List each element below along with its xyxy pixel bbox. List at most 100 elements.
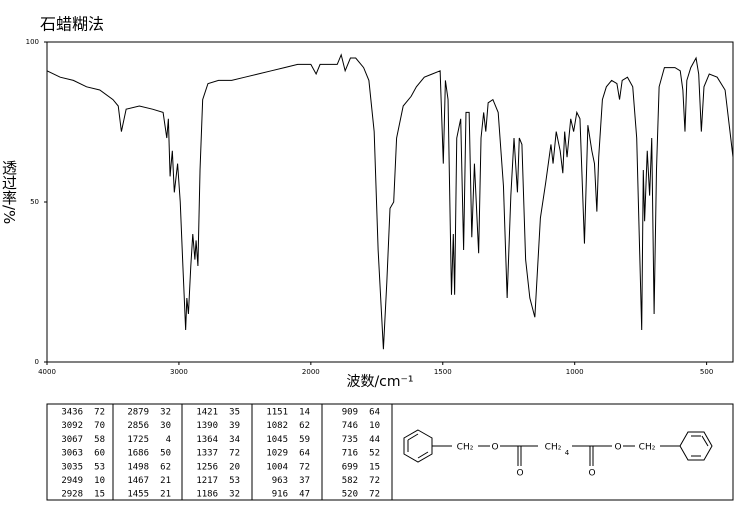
peak-transmittance: 39 [229, 421, 240, 431]
peak-transmittance: 72 [299, 462, 310, 472]
peak-wavenumber: 1421 [196, 408, 218, 418]
peak-wavenumber: 716 [342, 449, 358, 459]
bond [407, 433, 419, 441]
y-tick-label: 100 [26, 38, 39, 46]
y-tick-label: 0 [35, 358, 39, 366]
peak-transmittance: 15 [94, 490, 105, 500]
peak-wavenumber: 2928 [61, 490, 83, 500]
peak-wavenumber: 1337 [196, 449, 218, 459]
peak-transmittance: 15 [369, 462, 380, 472]
peak-wavenumber: 916 [272, 490, 288, 500]
x-tick-label: 2000 [302, 368, 320, 376]
peak-transmittance: 70 [94, 421, 105, 431]
peak-wavenumber: 746 [342, 421, 358, 431]
peak-wavenumber: 1390 [196, 421, 218, 431]
peak-wavenumber: 3063 [61, 449, 83, 459]
structure-label: CH₂ [457, 443, 474, 453]
x-tick-label: 1500 [434, 368, 452, 376]
benzene-ring [403, 429, 433, 463]
y-tick-label: 50 [30, 198, 39, 206]
peak-wavenumber: 1151 [266, 408, 288, 418]
bond [417, 451, 429, 459]
peak-wavenumber: 1029 [266, 449, 288, 459]
structure-label: O [614, 443, 621, 453]
structure-label: O [588, 469, 595, 479]
peak-wavenumber: 1498 [127, 462, 149, 472]
spectrum-line [46, 53, 734, 350]
peak-wavenumber: 909 [342, 408, 358, 418]
structure [403, 429, 713, 466]
peak-transmittance: 72 [94, 408, 105, 418]
peak-transmittance: 21 [160, 490, 171, 500]
peak-transmittance: 72 [229, 449, 240, 459]
x-axis-label: 波数/cm⁻¹ [346, 374, 413, 390]
peak-transmittance: 44 [369, 435, 380, 445]
x-tick-label: 4000 [38, 368, 56, 376]
peak-wavenumber: 1004 [266, 462, 288, 472]
peak-wavenumber: 3436 [61, 408, 83, 418]
structure-label: CH₂ [639, 443, 656, 453]
peak-transmittance: 72 [369, 490, 380, 500]
chart-title: 石蜡糊法 [40, 15, 104, 34]
peak-wavenumber: 963 [272, 476, 288, 486]
peak-wavenumber: 735 [342, 435, 358, 445]
peak-transmittance: 50 [160, 449, 171, 459]
peak-transmittance: 34 [229, 435, 240, 445]
structure-label: 4 [565, 449, 570, 457]
peak-transmittance: 59 [299, 435, 310, 445]
peak-transmittance: 47 [299, 490, 310, 500]
structure-label: CH₂ [545, 443, 562, 453]
peak-wavenumber: 1455 [127, 490, 149, 500]
peak-transmittance: 62 [160, 462, 171, 472]
peak-transmittance: 4 [166, 435, 171, 445]
table-frame [46, 403, 734, 501]
peak-wavenumber: 1686 [127, 449, 149, 459]
peak-wavenumber: 2949 [61, 476, 83, 486]
peak-wavenumber: 1364 [196, 435, 218, 445]
peak-transmittance: 20 [229, 462, 240, 472]
peak-transmittance: 30 [160, 421, 171, 431]
peak-transmittance: 14 [299, 408, 310, 418]
peak-transmittance: 37 [299, 476, 310, 486]
x-tick-label: 3000 [170, 368, 188, 376]
benzene-ring [679, 431, 713, 461]
peak-transmittance: 21 [160, 476, 171, 486]
peak-wavenumber: 3035 [61, 462, 83, 472]
structure-label: O [516, 469, 523, 479]
peak-wavenumber: 1467 [127, 476, 149, 486]
peak-transmittance: 35 [229, 408, 240, 418]
peak-wavenumber: 2856 [127, 421, 149, 431]
peak-wavenumber: 1045 [266, 435, 288, 445]
peak-wavenumber: 1256 [196, 462, 218, 472]
x-tick-label: 1000 [566, 368, 584, 376]
peak-transmittance: 64 [369, 408, 380, 418]
x-tick-label: 500 [700, 368, 713, 376]
plot-frame [46, 41, 734, 363]
peak-transmittance: 52 [369, 449, 380, 459]
peak-wavenumber: 1186 [196, 490, 218, 500]
peak-transmittance: 32 [160, 408, 171, 418]
peak-wavenumber: 1082 [266, 421, 288, 431]
peak-transmittance: 53 [229, 476, 240, 486]
y-axis-label: 透过率/% [0, 160, 18, 225]
peak-transmittance: 10 [369, 421, 380, 431]
peak-transmittance: 60 [94, 449, 105, 459]
structure-label: O [491, 443, 498, 453]
peak-transmittance: 64 [299, 449, 310, 459]
peak-wavenumber: 1725 [127, 435, 149, 445]
bond [701, 435, 709, 447]
peak-wavenumber: 699 [342, 462, 358, 472]
peak-wavenumber: 520 [342, 490, 358, 500]
peak-wavenumber: 3067 [61, 435, 83, 445]
peak-transmittance: 10 [94, 476, 105, 486]
peak-transmittance: 53 [94, 462, 105, 472]
peak-wavenumber: 2879 [127, 408, 149, 418]
peak-wavenumber: 1217 [196, 476, 218, 486]
peak-transmittance: 58 [94, 435, 105, 445]
peak-wavenumber: 3092 [61, 421, 83, 431]
peak-transmittance: 62 [299, 421, 310, 431]
peak-wavenumber: 582 [342, 476, 358, 486]
peak-transmittance: 72 [369, 476, 380, 486]
